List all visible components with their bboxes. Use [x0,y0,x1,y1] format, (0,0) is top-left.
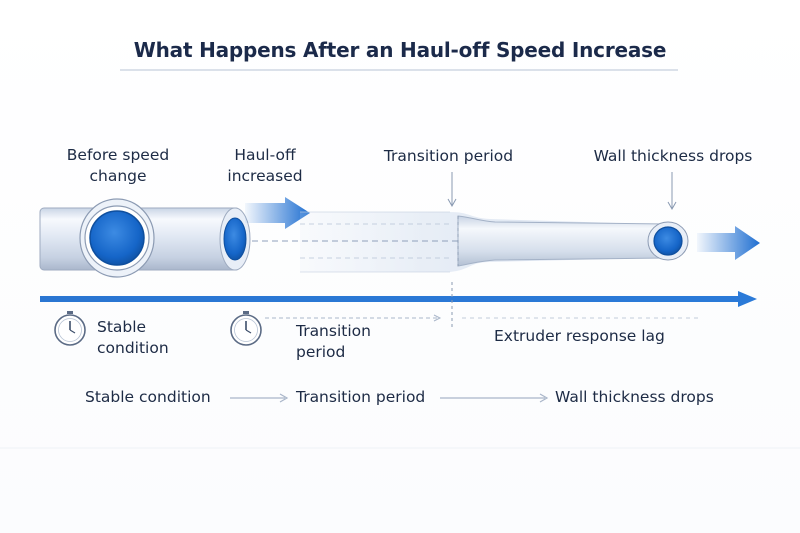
timeline-transition-period: Transition period [296,321,371,363]
label-before-line2: change [89,167,147,185]
hauloff-arrow [245,197,310,229]
timeline-transition-line2: period [296,343,346,361]
flow-arrow-1 [230,393,289,403]
stopwatch-icon [230,311,262,346]
pipe-cross-section [79,198,155,278]
flow-transition-period: Transition period [296,388,426,406]
label-wall-thickness-top: Wall thickness drops [593,147,753,165]
thin-pipe [457,215,689,267]
timeline-stable-condition: Stable condition [97,317,169,359]
timeline-stable-line2: condition [97,339,169,357]
label-hauloff-line2: increased [227,167,303,185]
label-hauloff-line1: Haul-off [234,146,296,164]
label-before-speed-change: Before speed change [48,145,188,187]
pointer-arrow-wall [667,172,677,211]
diagram-title: What Happens After an Haul-off Speed Inc… [133,38,667,62]
flow-stable-condition: Stable condition [85,388,211,406]
output-arrow [697,226,760,260]
label-before-line1: Before speed [66,146,170,164]
flow-wall-thickness-drops: Wall thickness drops [555,388,714,406]
label-hauloff-increased: Haul-off increased [210,145,320,187]
label-transition-period-top: Transition period [383,147,514,165]
pointer-arrow-transition [447,172,457,208]
stopwatch-icon [54,311,86,346]
timeline-arrow [40,291,757,307]
flow-arrow-2 [440,393,549,403]
timeline-transition-line1: Transition [296,322,371,340]
timeline-extruder-lag: Extruder response lag [494,327,665,345]
transition-span-arrow [265,314,442,322]
timeline-stable-line1: Stable [97,318,147,336]
